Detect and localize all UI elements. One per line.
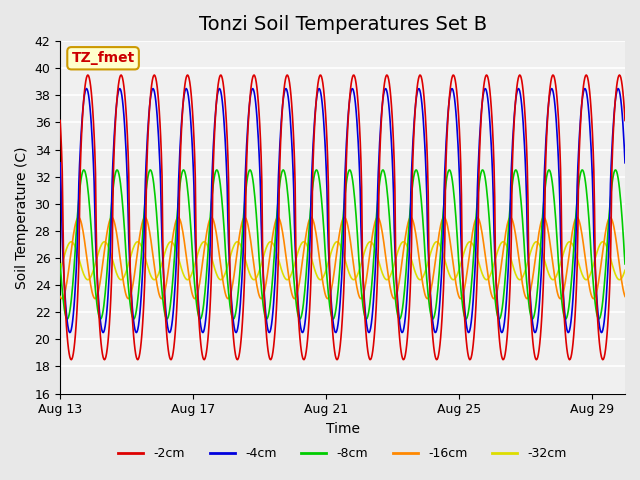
X-axis label: Time: Time (326, 422, 360, 436)
Y-axis label: Soil Temperature (C): Soil Temperature (C) (15, 146, 29, 288)
Text: TZ_fmet: TZ_fmet (72, 51, 134, 65)
Title: Tonzi Soil Temperatures Set B: Tonzi Soil Temperatures Set B (198, 15, 486, 34)
Legend: -2cm, -4cm, -8cm, -16cm, -32cm: -2cm, -4cm, -8cm, -16cm, -32cm (113, 442, 572, 465)
